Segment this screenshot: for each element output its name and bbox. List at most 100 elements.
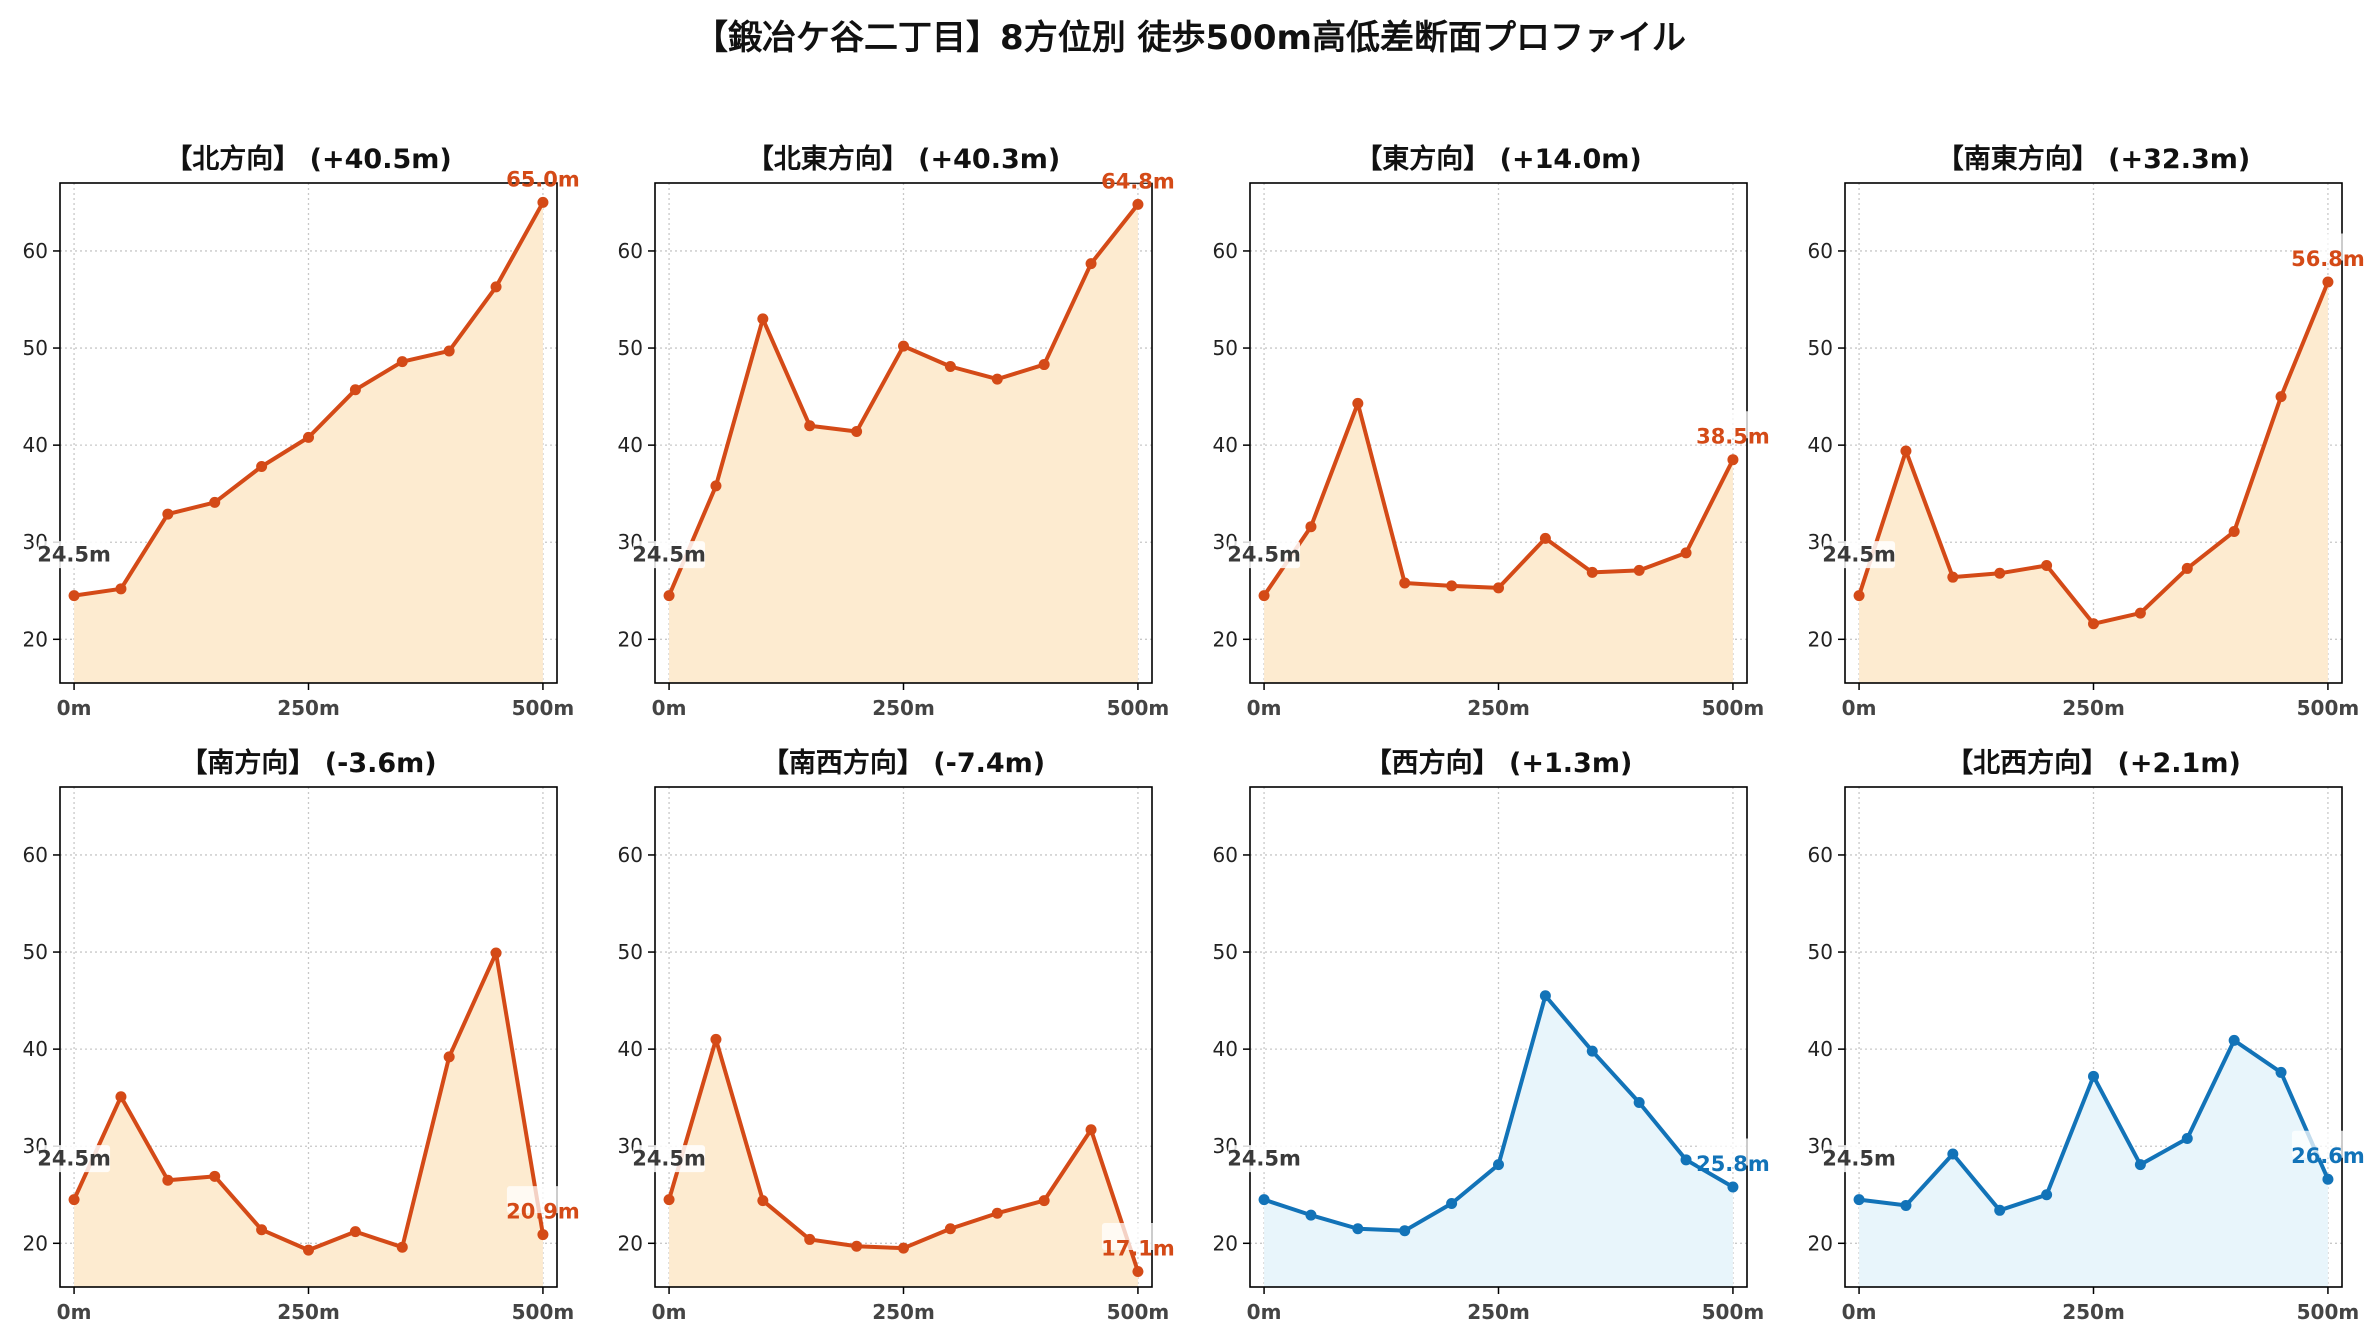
data-point bbox=[1258, 1194, 1270, 1206]
x-tick-label: 500m bbox=[1702, 1300, 1765, 1324]
end-label-box bbox=[1696, 1138, 1769, 1166]
start-label: 24.5m bbox=[1227, 543, 1301, 567]
data-point bbox=[1539, 532, 1551, 544]
data-point bbox=[256, 1224, 268, 1236]
x-tick-label: 250m bbox=[277, 696, 340, 720]
x-tick-label: 500m bbox=[1107, 696, 1170, 720]
data-point bbox=[1352, 1223, 1364, 1235]
data-point bbox=[2041, 560, 2053, 572]
y-tick-label: 20 bbox=[23, 627, 48, 651]
end-label: 65.0m bbox=[506, 167, 580, 191]
end-label-box bbox=[2291, 233, 2364, 261]
area-fill bbox=[1264, 403, 1733, 683]
y-tick-label: 60 bbox=[1808, 843, 1833, 867]
data-point bbox=[1038, 359, 1050, 371]
data-point bbox=[1900, 445, 1912, 457]
data-point bbox=[710, 1033, 722, 1045]
y-tick-label: 40 bbox=[1808, 1037, 1833, 1061]
panel-title: 【北東方向】 (+40.3m) bbox=[747, 143, 1060, 175]
start-label: 24.5m bbox=[37, 1147, 111, 1171]
data-point bbox=[851, 426, 863, 438]
data-point bbox=[1352, 397, 1364, 409]
data-point bbox=[2181, 1132, 2193, 1144]
y-tick-label: 60 bbox=[618, 843, 643, 867]
area-fill bbox=[1264, 995, 1733, 1287]
data-point bbox=[209, 1170, 221, 1182]
data-point bbox=[1633, 1097, 1645, 1109]
start-label: 24.5m bbox=[1822, 1147, 1896, 1171]
start-label-box bbox=[1823, 541, 1896, 569]
area-fill bbox=[1859, 282, 2328, 683]
end-label-box bbox=[1696, 411, 1769, 439]
data-point bbox=[1727, 1181, 1739, 1193]
data-point bbox=[349, 1226, 361, 1238]
data-point bbox=[1900, 1199, 1912, 1211]
y-tick-label: 20 bbox=[23, 1231, 48, 1255]
start-label-box bbox=[1228, 1145, 1301, 1173]
x-tick-label: 500m bbox=[2297, 696, 2360, 720]
data-point bbox=[256, 460, 268, 472]
data-point bbox=[1132, 1265, 1144, 1277]
y-tick-label: 60 bbox=[1213, 239, 1238, 263]
panel-title: 【南西方向】 (-7.4m) bbox=[762, 747, 1045, 779]
start-label-box bbox=[1823, 1145, 1896, 1173]
y-tick-label: 40 bbox=[23, 433, 48, 457]
x-tick-label: 250m bbox=[872, 696, 935, 720]
data-point bbox=[1446, 1198, 1458, 1210]
data-point bbox=[2181, 562, 2193, 574]
data-point bbox=[1586, 566, 1598, 578]
y-tick-label: 50 bbox=[1808, 940, 1833, 964]
x-tick-label: 250m bbox=[2062, 696, 2125, 720]
end-label: 64.8m bbox=[1101, 169, 1175, 193]
x-tick-label: 500m bbox=[512, 1300, 575, 1324]
start-label-box bbox=[38, 1145, 111, 1173]
end-label-box bbox=[506, 153, 579, 181]
end-label: 17.1m bbox=[1101, 1236, 1175, 1260]
y-tick-label: 50 bbox=[1213, 336, 1238, 360]
x-tick-label: 0m bbox=[652, 1300, 687, 1324]
start-label-box bbox=[633, 1145, 706, 1173]
x-tick-label: 0m bbox=[1247, 696, 1282, 720]
y-tick-label: 20 bbox=[1808, 627, 1833, 651]
x-tick-label: 0m bbox=[1842, 696, 1877, 720]
x-tick-label: 500m bbox=[512, 696, 575, 720]
data-point bbox=[115, 583, 127, 595]
data-point bbox=[303, 431, 314, 443]
data-point bbox=[1399, 1225, 1411, 1237]
data-point bbox=[1947, 1148, 1959, 1160]
area-fill bbox=[669, 204, 1138, 683]
start-label-box bbox=[38, 541, 111, 569]
y-tick-label: 20 bbox=[618, 627, 643, 651]
y-tick-label: 50 bbox=[1213, 940, 1238, 964]
panel-title: 【南方向】 (-3.6m) bbox=[180, 747, 436, 779]
x-tick-label: 250m bbox=[872, 1300, 935, 1324]
data-point bbox=[2134, 1159, 2146, 1171]
start-label: 24.5m bbox=[1822, 543, 1896, 567]
y-tick-label: 50 bbox=[618, 940, 643, 964]
start-label: 24.5m bbox=[632, 543, 706, 567]
data-point bbox=[710, 480, 722, 492]
y-tick-label: 40 bbox=[1213, 433, 1238, 457]
data-point bbox=[804, 1233, 816, 1245]
x-tick-label: 0m bbox=[652, 696, 687, 720]
panel-title: 【北方向】 (+40.5m) bbox=[165, 143, 451, 175]
data-point bbox=[991, 373, 1003, 385]
data-point bbox=[490, 281, 502, 293]
data-point bbox=[944, 360, 956, 372]
data-point bbox=[1633, 564, 1645, 576]
data-point bbox=[1994, 567, 2006, 579]
y-tick-label: 60 bbox=[1213, 843, 1238, 867]
data-point bbox=[1994, 1204, 2006, 1216]
end-label-box bbox=[1101, 155, 1174, 183]
x-tick-label: 500m bbox=[2297, 1300, 2360, 1324]
data-point bbox=[898, 1242, 909, 1254]
end-label: 25.8m bbox=[1696, 1152, 1770, 1176]
data-point bbox=[1947, 571, 1959, 583]
y-tick-label: 50 bbox=[23, 940, 48, 964]
